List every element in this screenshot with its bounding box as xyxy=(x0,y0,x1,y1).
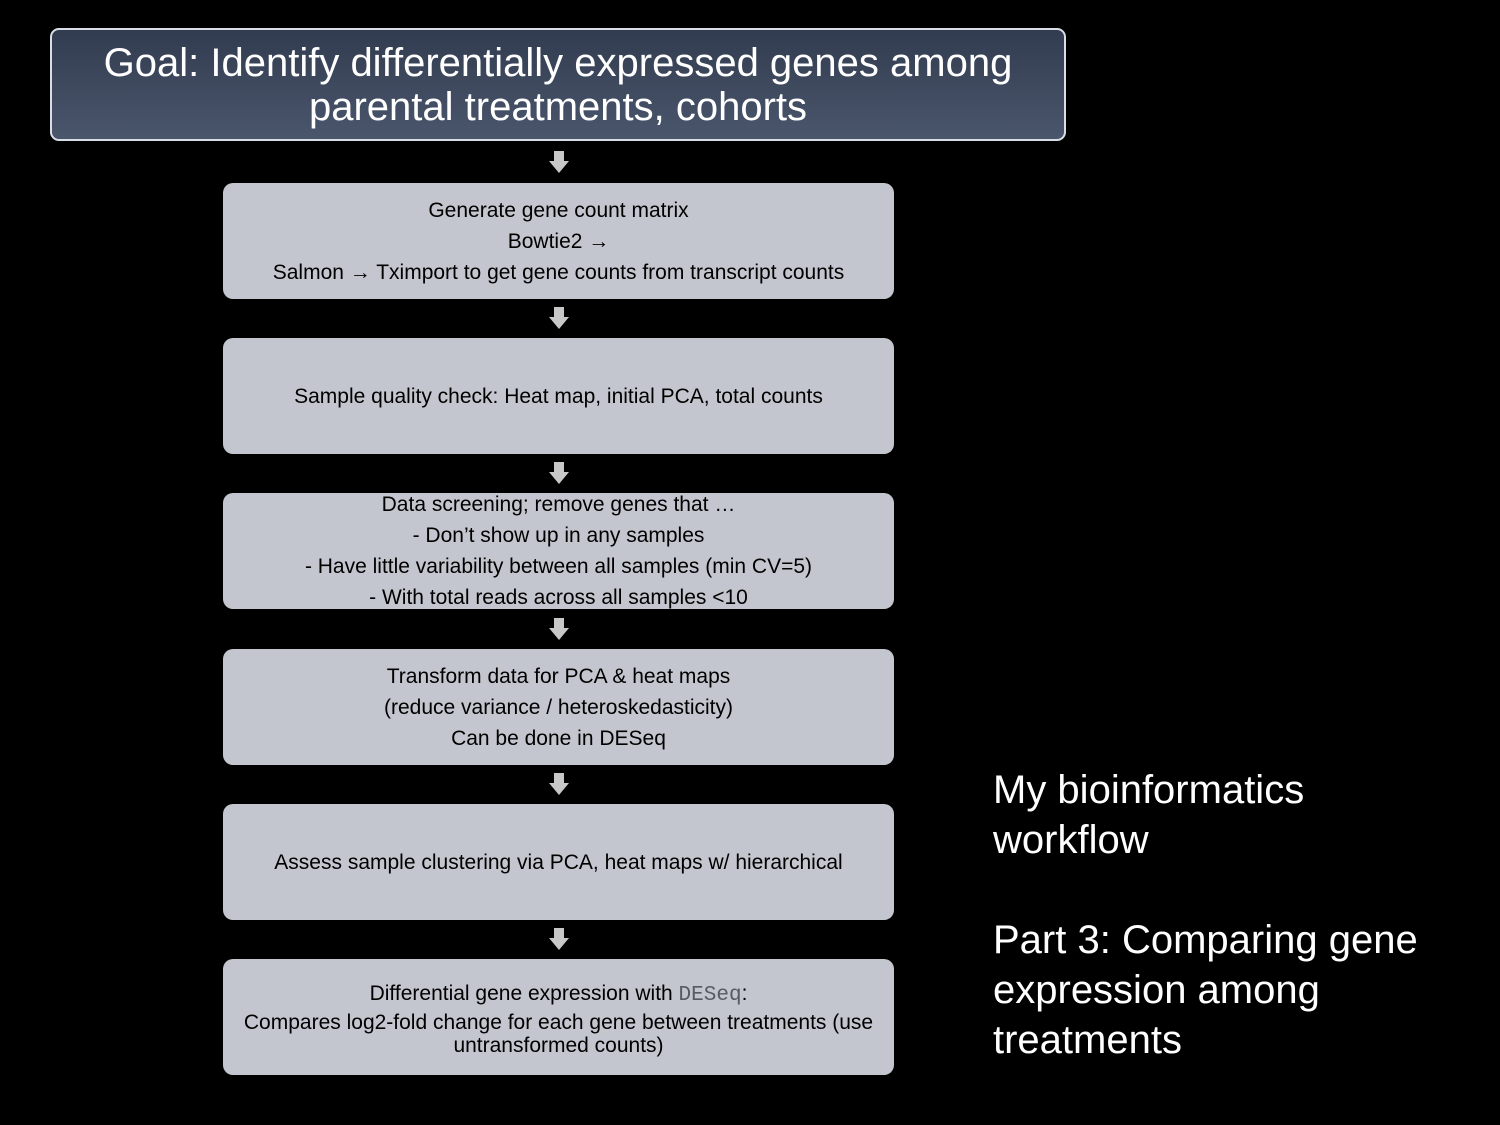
deseq-code: DESeq xyxy=(678,983,742,1007)
down-arrow-icon xyxy=(549,307,569,329)
goal-text: Goal: Identify differentially expressed … xyxy=(78,41,1038,129)
step-3-line-1: Data screening; remove genes that … xyxy=(381,493,736,516)
part-subtitle: Part 3: Comparing gene expression among … xyxy=(993,915,1473,1065)
step-3-line-3: - Have little variability between all sa… xyxy=(304,555,813,578)
step-3-line-4: - With total reads across all samples <1… xyxy=(369,586,748,609)
step-generate-count-matrix: Generate gene count matrix Bowtie2 → Sal… xyxy=(223,183,894,299)
step-assess-clustering: Assess sample clustering via PCA, heat m… xyxy=(223,804,894,920)
step-data-screening: Data screening; remove genes that … - Do… xyxy=(223,493,894,609)
goal-line-2: parental treatments, cohorts xyxy=(308,84,808,129)
down-arrow-icon xyxy=(549,773,569,795)
part-subtitle-line-3: treatments xyxy=(993,1018,1182,1062)
step-differential-expression: Differential gene expression with DESeq:… xyxy=(223,959,894,1075)
step-1-line-2: Bowtie2 → xyxy=(507,229,610,253)
step-6-suffix: : xyxy=(741,981,748,1005)
step-4-line-1: Transform data for PCA & heat maps xyxy=(386,664,731,688)
down-arrow-icon xyxy=(549,462,569,484)
step-5-line-1: Assess sample clustering via PCA, heat m… xyxy=(274,850,843,874)
down-arrow-icon xyxy=(549,151,569,173)
step-6-line-1: Differential gene expression with DESeq: xyxy=(370,978,748,1011)
workflow-title-line-1: My bioinformatics xyxy=(993,768,1305,812)
step-4-line-3: Can be done in DESeq xyxy=(451,726,666,750)
step-3-line-2: - Don’t show up in any samples xyxy=(412,524,705,547)
step-4-line-2: (reduce variance / heteroskedasticity) xyxy=(384,695,733,719)
goal-line-1: Goal: Identify differentially expressed … xyxy=(103,40,1013,85)
workflow-title-line-2: workflow xyxy=(993,818,1149,862)
step-quality-check: Sample quality check: Heat map, initial … xyxy=(223,338,894,454)
step-6-line-2: Compares log2-fold change for each gene … xyxy=(243,1010,874,1057)
workflow-title: My bioinformatics workflow xyxy=(993,765,1473,865)
part-subtitle-line-1: Part 3: Comparing gene xyxy=(993,918,1418,962)
step-6-prefix: Differential gene expression with xyxy=(369,981,679,1005)
step-1-line-1: Generate gene count matrix xyxy=(428,198,689,222)
down-arrow-icon xyxy=(549,618,569,640)
part-subtitle-line-2: expression among xyxy=(993,968,1320,1012)
goal-box: Goal: Identify differentially expressed … xyxy=(50,28,1066,141)
down-arrow-icon xyxy=(549,928,569,950)
step-2-line-1: Sample quality check: Heat map, initial … xyxy=(294,384,823,408)
step-transform-data: Transform data for PCA & heat maps (redu… xyxy=(223,649,894,765)
step-1-line-3: Salmon → Tximport to get gene counts fro… xyxy=(272,260,845,284)
